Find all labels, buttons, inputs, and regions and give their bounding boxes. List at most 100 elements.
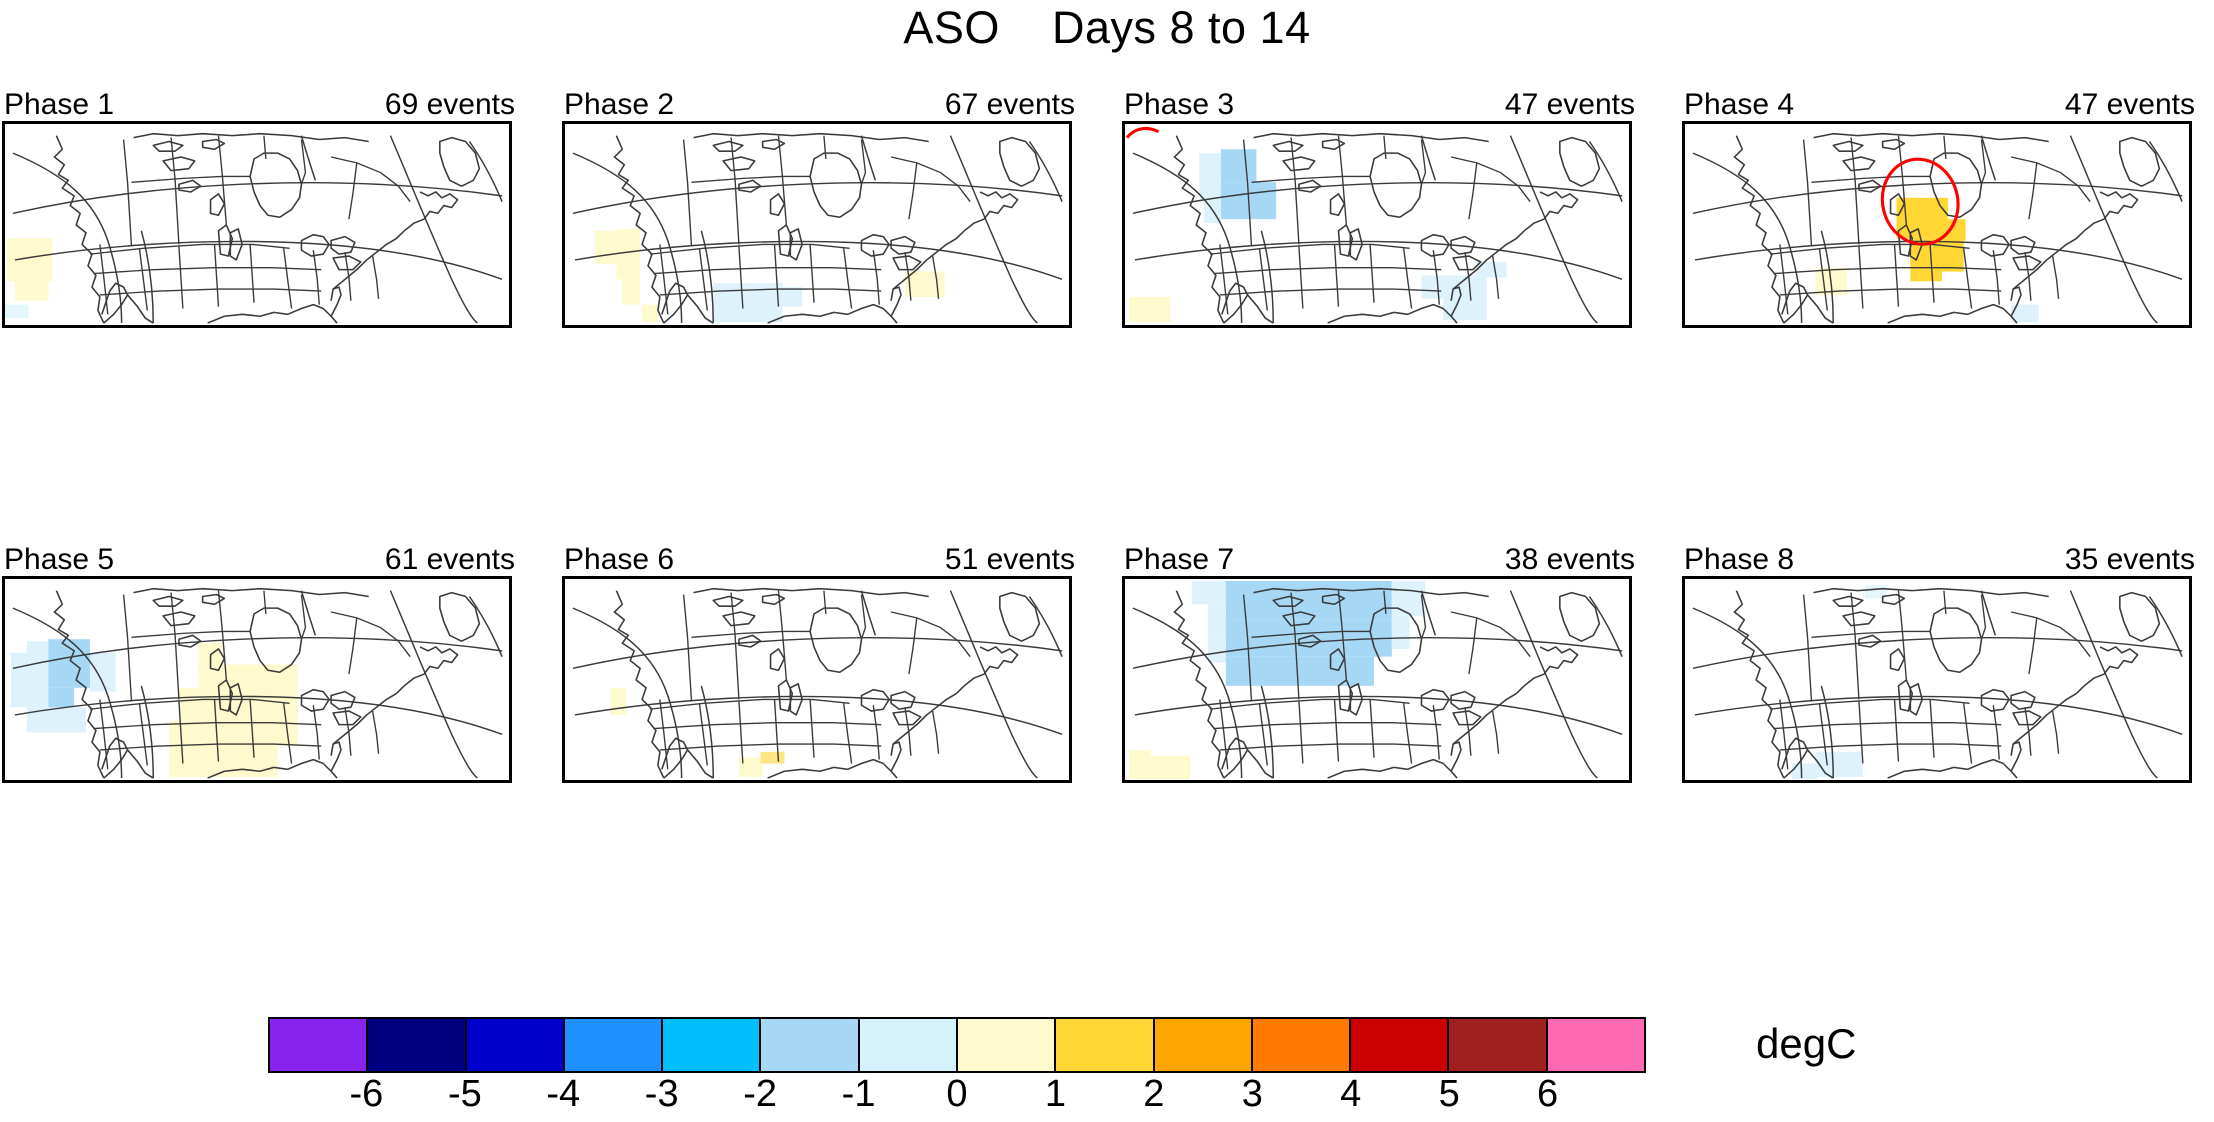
colorbar-tick-11: 5 — [1438, 1073, 1460, 1115]
colorbar-swatch-8 — [1056, 1019, 1155, 1071]
colorbar-tick-12: 6 — [1536, 1073, 1559, 1115]
coastlines — [613, 132, 1041, 324]
colorbar-tick-3: -3 — [644, 1073, 679, 1115]
coastlines — [1173, 587, 1601, 779]
political-borders — [89, 590, 411, 770]
anomaly-shading — [5, 238, 53, 319]
panel-phase-1: Phase 1 69 events — [2, 88, 516, 330]
colorbar-swatch-0 — [270, 1019, 369, 1071]
graticule — [1132, 590, 1623, 779]
coastlines — [1733, 587, 2161, 779]
panel-phase-label: Phase 3 — [1124, 88, 1235, 121]
panel-phase-label: Phase 5 — [4, 543, 115, 576]
map-phase-4 — [1682, 121, 2192, 328]
panel-phase-label: Phase 4 — [1684, 88, 1795, 121]
colorbar-tick-8: 2 — [1143, 1073, 1165, 1115]
colorbar-swatch-7 — [957, 1019, 1057, 1071]
colorbar-tick-9: 3 — [1241, 1073, 1263, 1115]
colorbar-swatches — [268, 1017, 1646, 1073]
panel-events-count: 67 events — [944, 88, 1075, 121]
colorbar-tick-labels: -6 -5 -4 -3 -2 -1 0 1 2 3 4 5 6 — [268, 1073, 1646, 1117]
panel-header-2: Phase 2 67 events — [562, 88, 1076, 121]
panel-events-count: 47 events — [1504, 88, 1635, 121]
panel-header-5: Phase 5 61 events — [2, 543, 516, 576]
political-borders — [1769, 590, 2091, 770]
panel-phase-label: Phase 8 — [1684, 543, 1795, 576]
annotation-layer — [1880, 157, 1960, 246]
coastlines — [613, 587, 1041, 779]
graticule — [572, 135, 1063, 324]
panel-events-count: 69 events — [384, 88, 515, 121]
coastlines — [1173, 132, 1601, 324]
panel-header-7: Phase 7 38 events — [1122, 543, 1636, 576]
panel-phase-2: Phase 2 67 events — [562, 88, 1076, 330]
colorbar — [268, 1017, 1646, 1073]
panel-events-count: 47 events — [2064, 88, 2195, 121]
anomaly-shading — [610, 687, 785, 778]
panel-phase-label: Phase 2 — [564, 88, 675, 121]
panel-events-count: 61 events — [384, 543, 515, 576]
colorbar-tick-6: 0 — [946, 1073, 968, 1115]
anomaly-shading — [1815, 197, 2039, 323]
panel-header-3: Phase 3 47 events — [1122, 88, 1636, 121]
panel-header-8: Phase 8 35 events — [1682, 543, 2196, 576]
colorbar-tick-2: -4 — [546, 1073, 581, 1115]
panel-phase-6: Phase 6 51 events — [562, 543, 1076, 785]
coastlines — [53, 587, 481, 779]
panel-phase-8: Phase 8 35 events — [1682, 543, 2196, 785]
map-phase-8 — [1682, 576, 2192, 783]
political-borders — [1209, 590, 1531, 770]
panel-phase-label: Phase 7 — [1124, 543, 1235, 576]
graticule — [572, 590, 1063, 779]
panel-phase-7: Phase 7 38 events — [1122, 543, 1636, 785]
panel-phase-3: Phase 3 47 events — [1122, 88, 1636, 330]
panel-events-count: 35 events — [2064, 543, 2195, 576]
anomaly-shading — [1791, 584, 1887, 780]
colorbar-tick-0: -6 — [349, 1073, 384, 1115]
panel-header-1: Phase 1 69 events — [2, 88, 516, 121]
graticule — [1692, 135, 2183, 324]
panel-events-count: 38 events — [1504, 543, 1635, 576]
anomaly-shading — [594, 228, 945, 323]
colorbar-tick-10: 4 — [1340, 1073, 1362, 1115]
panel-phase-4: Phase 4 47 events — [1682, 88, 2196, 330]
colorbar-swatch-11 — [1351, 1019, 1450, 1071]
colorbar-tick-1: -5 — [447, 1073, 482, 1115]
colorbar-swatch-3 — [564, 1019, 664, 1071]
panel-phase-5: Phase 5 61 events — [2, 543, 516, 785]
colorbar-swatch-9 — [1154, 1019, 1253, 1071]
anomaly-shading — [1128, 580, 1426, 780]
colorbar-swatch-10 — [1252, 1019, 1352, 1071]
graticule — [1692, 590, 2183, 779]
political-borders — [649, 590, 971, 770]
annotation-layer — [1125, 126, 1160, 139]
colorbar-swatch-1 — [368, 1019, 467, 1071]
anomaly-shading — [1128, 149, 1507, 323]
colorbar-swatch-2 — [466, 1019, 565, 1071]
graticule — [12, 135, 503, 324]
map-phase-7 — [1122, 576, 1632, 783]
colorbar-tick-7: 1 — [1044, 1073, 1066, 1115]
colorbar-swatch-6 — [859, 1019, 958, 1071]
colorbar-swatch-5 — [761, 1019, 860, 1071]
panel-phase-label: Phase 1 — [4, 88, 115, 121]
map-phase-1 — [2, 121, 512, 328]
coastlines — [1733, 132, 2161, 324]
coastlines — [53, 132, 481, 324]
colorbar-tick-5: -1 — [841, 1073, 876, 1115]
panel-events-count: 51 events — [944, 543, 1075, 576]
map-phase-2 — [562, 121, 1072, 328]
political-borders — [649, 135, 971, 315]
panel-header-6: Phase 6 51 events — [562, 543, 1076, 576]
colorbar-tick-4: -2 — [743, 1073, 778, 1115]
colorbar-units-label: degC — [1756, 1020, 1857, 1067]
colorbar-swatch-12 — [1449, 1019, 1548, 1071]
map-phase-6 — [562, 576, 1072, 783]
map-phase-3 — [1122, 121, 1632, 328]
panel-phase-label: Phase 6 — [564, 543, 675, 576]
panel-header-4: Phase 4 47 events — [1682, 88, 2196, 121]
colorbar-swatch-4 — [663, 1019, 762, 1071]
colorbar-swatch-13 — [1547, 1019, 1644, 1071]
map-phase-5 — [2, 576, 512, 783]
